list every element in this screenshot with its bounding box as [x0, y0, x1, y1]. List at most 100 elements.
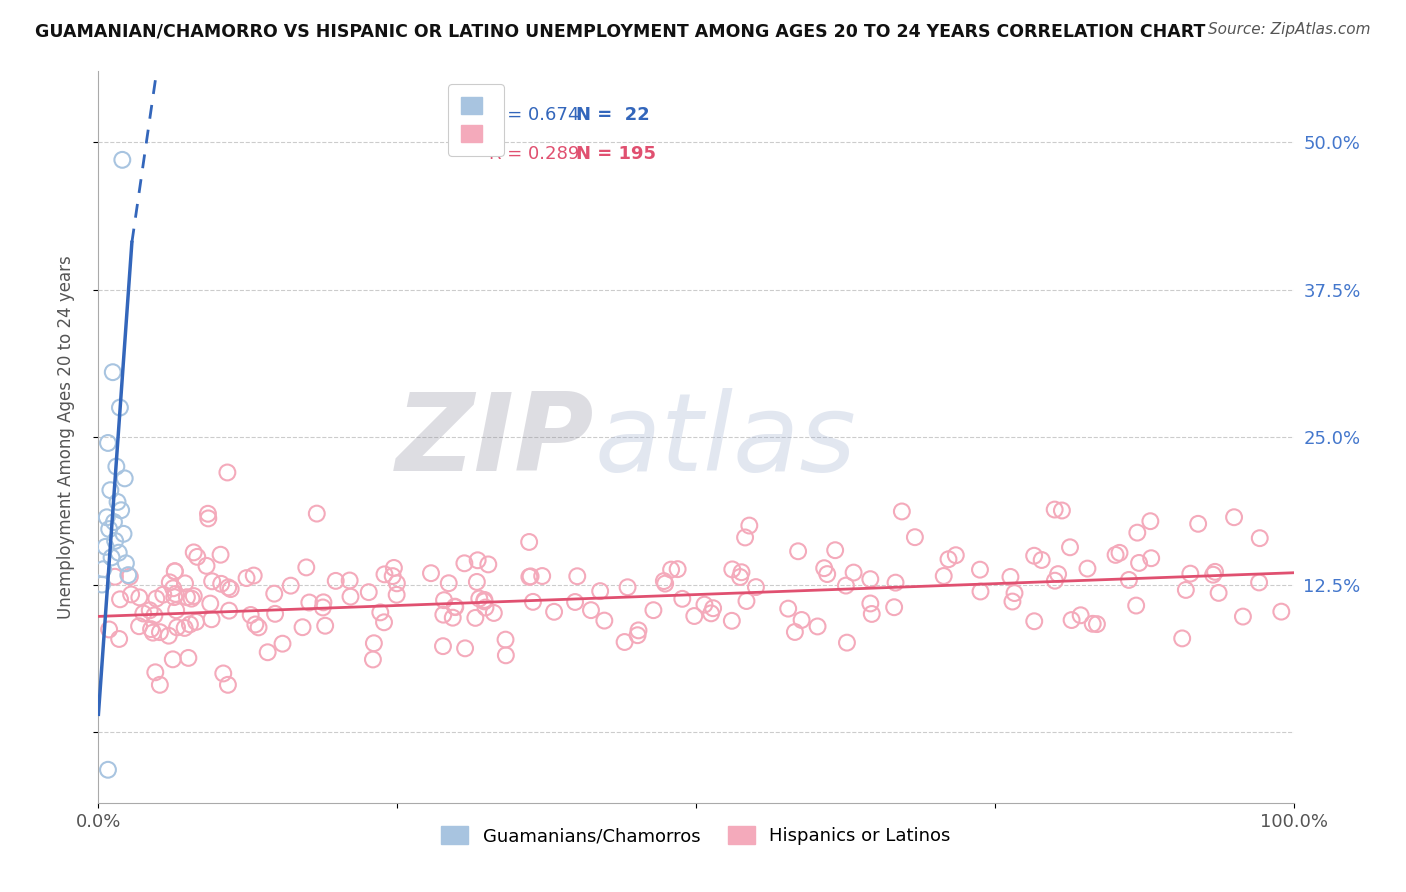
Point	[1050, 503, 1073, 517]
Point	[373, 567, 395, 582]
Point	[142, 625, 165, 640]
Point	[1070, 608, 1092, 623]
Point	[432, 607, 454, 622]
Point	[652, 574, 675, 588]
Point	[166, 620, 188, 634]
Point	[531, 569, 554, 583]
Point	[1232, 609, 1254, 624]
Point	[700, 607, 723, 621]
Point	[218, 604, 240, 618]
Point	[884, 575, 907, 590]
Point	[110, 503, 132, 517]
Point	[593, 614, 616, 628]
Point	[117, 568, 139, 582]
Point	[217, 580, 239, 594]
Point	[314, 618, 336, 632]
Point	[339, 590, 361, 604]
Point	[128, 591, 150, 605]
Point	[163, 564, 186, 578]
Point	[101, 365, 124, 379]
Point	[195, 558, 218, 573]
Point	[738, 518, 761, 533]
Point	[735, 594, 758, 608]
Point	[114, 471, 136, 485]
Point	[1270, 605, 1292, 619]
Point	[183, 589, 205, 603]
Point	[373, 615, 395, 630]
Point	[107, 546, 129, 560]
Point	[787, 544, 810, 558]
Point	[824, 543, 846, 558]
Point	[176, 590, 198, 604]
Point	[239, 607, 262, 622]
Point	[474, 600, 496, 615]
Point	[1024, 549, 1046, 563]
Point	[1171, 632, 1194, 646]
Point	[472, 594, 495, 608]
Point	[200, 612, 222, 626]
Point	[969, 563, 991, 577]
Point	[579, 603, 602, 617]
Point	[778, 601, 800, 615]
Point	[932, 569, 955, 583]
Point	[627, 624, 650, 638]
Point	[1118, 573, 1140, 587]
Point	[477, 558, 499, 572]
Point	[1085, 617, 1108, 632]
Point	[666, 562, 689, 576]
Point	[522, 595, 544, 609]
Point	[1043, 574, 1066, 588]
Point	[94, 540, 117, 554]
Point	[143, 665, 166, 680]
Point	[107, 495, 129, 509]
Point	[247, 620, 270, 634]
Point	[1076, 561, 1098, 575]
Point	[105, 459, 128, 474]
Point	[361, 652, 384, 666]
Point	[271, 637, 294, 651]
Point	[1043, 502, 1066, 516]
Point	[1000, 570, 1022, 584]
Point	[659, 563, 682, 577]
Point	[938, 552, 960, 566]
Point	[730, 566, 752, 580]
Point	[904, 530, 927, 544]
Point	[860, 607, 883, 621]
Point	[543, 605, 565, 619]
Point	[464, 611, 486, 625]
Point	[108, 592, 131, 607]
Point	[325, 574, 347, 588]
Point	[201, 574, 224, 589]
Point	[149, 625, 172, 640]
Point	[945, 548, 967, 562]
Point	[1174, 582, 1197, 597]
Point	[842, 566, 865, 580]
Point	[115, 557, 138, 571]
Point	[1004, 586, 1026, 600]
Point	[1187, 516, 1209, 531]
Point	[454, 641, 477, 656]
Point	[159, 575, 181, 590]
Point	[217, 678, 239, 692]
Point	[1204, 565, 1226, 579]
Point	[519, 569, 541, 583]
Point	[108, 401, 131, 415]
Point	[835, 635, 858, 649]
Point	[1060, 613, 1083, 627]
Point	[790, 613, 813, 627]
Point	[235, 571, 257, 585]
Legend: Guamanians/Chamorros, Hispanics or Latinos: Guamanians/Chamorros, Hispanics or Latin…	[434, 819, 957, 852]
Point	[1125, 599, 1147, 613]
Point	[174, 576, 197, 591]
Point	[728, 570, 751, 584]
Y-axis label: Unemployment Among Ages 20 to 24 years: Unemployment Among Ages 20 to 24 years	[56, 255, 75, 619]
Point	[163, 565, 186, 579]
Point	[157, 629, 180, 643]
Point	[162, 581, 184, 595]
Point	[180, 591, 202, 606]
Point	[295, 560, 318, 574]
Point	[385, 576, 408, 591]
Point	[108, 632, 131, 646]
Point	[165, 603, 187, 617]
Point	[152, 588, 174, 602]
